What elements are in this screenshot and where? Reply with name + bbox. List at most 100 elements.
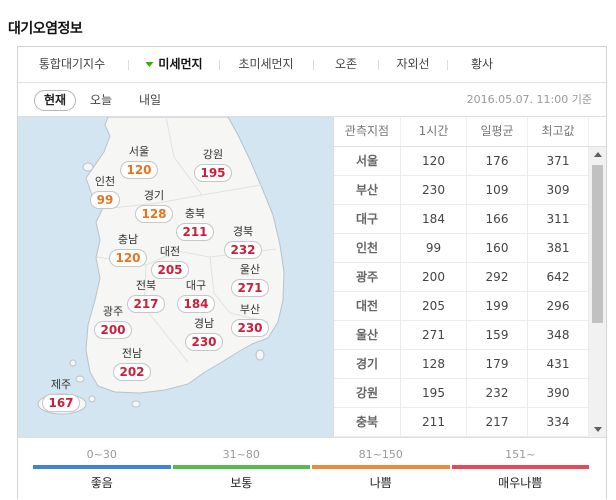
tab-integrated-air-index[interactable]: 통합대기지수 — [39, 47, 105, 82]
pollutant-tab-bar: 통합대기지수 미세먼지 초미세먼지 오존 자외선 황사 — [18, 47, 606, 83]
region-value-badge: 202 — [113, 363, 151, 381]
time-tab-label: 내일 — [138, 93, 162, 107]
map-region-marker[interactable]: 대구 184 — [174, 279, 218, 313]
daily-average-cell: 109 — [467, 176, 528, 204]
tab-label: 황사 — [470, 57, 494, 71]
region-name-label: 전남 — [121, 347, 143, 360]
page-title: 대기오염정보 — [8, 21, 83, 37]
map-region-marker[interactable]: 경남 230 — [182, 317, 226, 351]
region-name-label: 경기 — [143, 189, 165, 202]
caret-down-icon — [145, 62, 154, 67]
region-name-label: 경북 — [232, 225, 254, 238]
region-name-label: 광주 — [102, 305, 124, 318]
tab-ozone[interactable]: 오존 — [335, 47, 357, 82]
tab-label: 자외선 — [396, 57, 430, 71]
map-region-marker[interactable]: 충남 120 — [106, 233, 150, 267]
region-name-label: 경남 — [193, 317, 215, 330]
header-spacer — [589, 117, 606, 146]
map-region-marker[interactable]: 광주 200 — [91, 305, 135, 339]
region-value-badge: 217 — [127, 295, 165, 313]
region-name-label: 제주 — [50, 378, 72, 391]
hourly-value-cell: 271 — [401, 321, 467, 349]
region-value-badge: 200 — [94, 321, 132, 339]
table-row: 경기 128 179 431 — [334, 350, 589, 379]
table-row: 부산 230 109 309 — [334, 176, 589, 205]
tab-today[interactable]: 오늘 — [80, 90, 122, 111]
region-value-badge: 271 — [231, 279, 269, 297]
table-row: 대구 184 166 311 — [334, 205, 589, 234]
max-value-cell: 390 — [528, 379, 589, 407]
tab-label: 미세먼지 — [158, 57, 203, 71]
hourly-value-cell: 120 — [401, 147, 467, 175]
tab-ultrafine-dust[interactable]: 초미세먼지 — [238, 47, 293, 82]
map-region-marker[interactable]: 울산 271 — [228, 263, 272, 297]
legend-range: 151~ — [505, 448, 536, 461]
column-header-max: 최고값 — [528, 117, 589, 146]
scroll-up-button[interactable] — [589, 147, 606, 162]
scrollbar-thumb[interactable] — [592, 165, 603, 323]
table-scrollbar[interactable] — [589, 147, 606, 437]
tab-separator — [128, 60, 129, 70]
map-region-marker[interactable]: 경북 232 — [221, 225, 265, 259]
tab-tomorrow[interactable]: 내일 — [129, 90, 171, 111]
station-cell: 충북 — [334, 408, 401, 436]
station-cell: 강원 — [334, 379, 401, 407]
region-value-badge: 120 — [120, 161, 158, 179]
legend-range: 81~150 — [358, 448, 403, 461]
region-value-badge: 205 — [151, 261, 189, 279]
max-value-cell: 348 — [528, 321, 589, 349]
hourly-value-cell: 205 — [401, 292, 467, 320]
tab-uv[interactable]: 자외선 — [396, 47, 429, 82]
map-region-marker[interactable]: 강원 195 — [191, 148, 235, 182]
daily-average-cell: 199 — [467, 292, 528, 320]
tab-fine-dust[interactable]: 미세먼지 — [145, 47, 203, 82]
map-region-marker[interactable]: 전남 202 — [110, 347, 154, 381]
legend-item-very-bad: 151~ 매우나쁨 — [451, 447, 591, 491]
region-value-badge: 195 — [194, 164, 232, 182]
max-value-cell: 431 — [528, 350, 589, 378]
time-tab-label: 현재 — [43, 93, 67, 107]
tab-label: 오존 — [334, 57, 358, 71]
arrow-up-icon — [594, 152, 602, 157]
column-header-station: 관측지점 — [334, 117, 401, 146]
scroll-down-button[interactable] — [589, 422, 606, 437]
daily-average-cell: 160 — [467, 234, 528, 262]
tab-label: 초미세먼지 — [238, 57, 294, 71]
daily-average-cell: 292 — [467, 263, 528, 291]
max-value-cell: 311 — [528, 205, 589, 233]
tab-separator — [313, 60, 314, 70]
region-name-label: 인천 — [94, 175, 116, 188]
max-value-cell: 296 — [528, 292, 589, 320]
region-value-badge: 230 — [231, 319, 269, 337]
hourly-value-cell: 195 — [401, 379, 467, 407]
time-tab-bar: 현재 오늘 내일 2016.05.07. 11:00 기준 — [18, 83, 606, 116]
map-region-marker[interactable]: 대전 205 — [148, 245, 192, 279]
map-region-marker[interactable]: 경기 128 — [132, 189, 176, 223]
map-region-marker[interactable]: 제주 167 — [39, 378, 83, 412]
region-name-label: 서울 — [128, 145, 150, 158]
table-row: 서울 120 176 371 — [334, 147, 589, 176]
map-region-marker[interactable]: 인천 99 — [83, 175, 127, 209]
map-region-marker[interactable]: 충북 211 — [173, 207, 217, 241]
region-value-badge: 211 — [176, 223, 214, 241]
region-name-label: 충북 — [184, 207, 206, 220]
tab-now[interactable]: 현재 — [33, 90, 77, 111]
legend-label: 좋음 — [90, 476, 113, 490]
legend-item-good: 0~30 좋음 — [32, 447, 172, 491]
column-header-daily-average: 일평균 — [467, 117, 528, 146]
max-value-cell: 642 — [528, 263, 589, 291]
arrow-down-icon — [594, 427, 602, 432]
legend-label: 나쁨 — [369, 476, 392, 490]
daily-average-cell: 232 — [467, 379, 528, 407]
hourly-value-cell: 230 — [401, 176, 467, 204]
table-body: 서울 120 176 371 부산 230 109 309 대구 184 166 311 인천 99 160… — [334, 147, 589, 437]
region-value-badge: 184 — [177, 295, 215, 313]
map-region-marker[interactable]: 전북 217 — [124, 279, 168, 313]
pollution-level-legend: 0~30 좋음 31~80 보통 81~150 나쁨 151~ 매우나쁨 — [18, 437, 606, 499]
station-cell: 경기 — [334, 350, 401, 378]
region-name-label: 대구 — [185, 279, 207, 292]
map-region-marker[interactable]: 서울 120 — [117, 145, 161, 179]
map-region-marker[interactable]: 부산 230 — [228, 303, 272, 337]
table-row: 충북 211 217 334 — [334, 408, 589, 437]
tab-yellow-dust[interactable]: 황사 — [471, 47, 493, 82]
